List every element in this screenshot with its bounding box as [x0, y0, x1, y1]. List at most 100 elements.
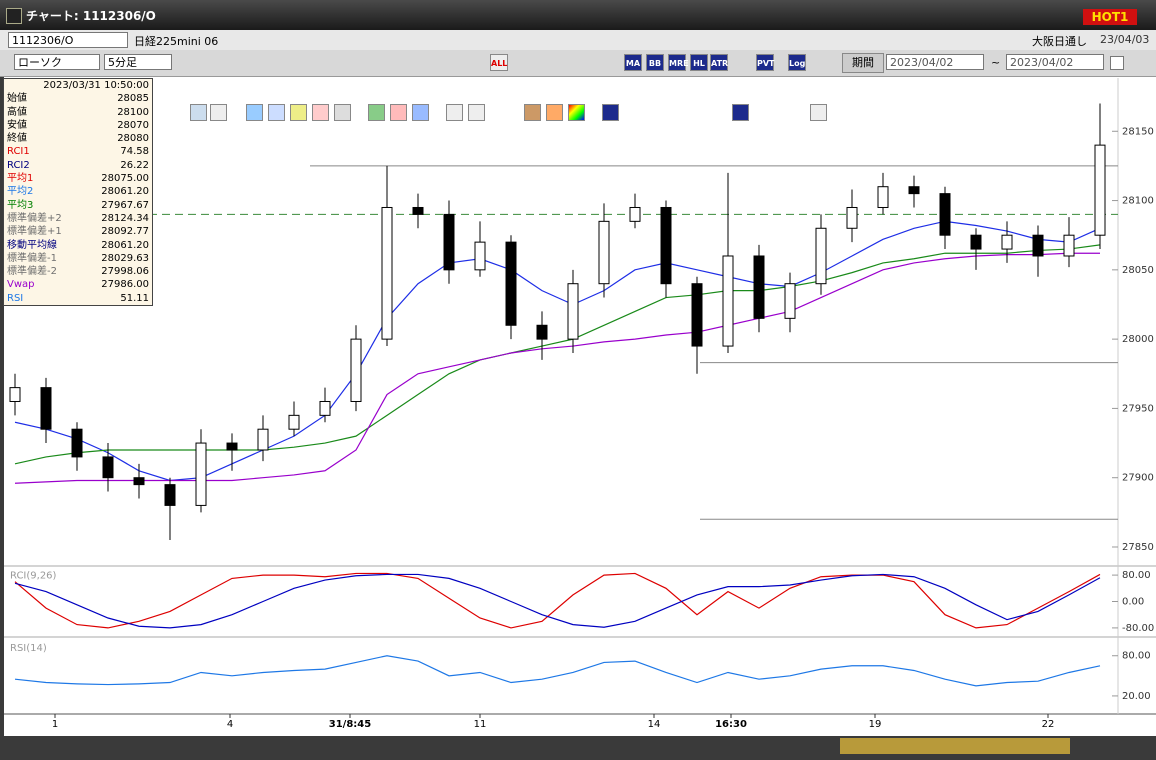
info-row: 安値 28070 — [4, 119, 152, 132]
tool-icon[interactable] — [210, 104, 227, 121]
info-label: 平均1 — [7, 173, 34, 185]
candle-body — [970, 234, 982, 250]
x-tick-label: 11 — [474, 719, 487, 730]
info-label: Vwap — [7, 279, 35, 291]
window-title: チャート: 1112306/O — [26, 9, 156, 23]
tool-icon[interactable] — [446, 104, 463, 121]
tool-icon[interactable] — [732, 104, 749, 121]
title-bar: チャート: 1112306/O HOT1 — [0, 0, 1156, 30]
tool-button[interactable]: MA — [624, 54, 642, 71]
candle-body — [598, 220, 610, 285]
session: 大阪日通し — [1032, 35, 1087, 48]
x-tick-label: 14 — [648, 719, 661, 730]
info-row: Vwap 27986.00 — [4, 278, 152, 291]
interval-select[interactable]: 5分足 — [104, 54, 172, 70]
tool-button[interactable]: PVT — [756, 54, 775, 71]
tool-icon[interactable] — [312, 104, 329, 121]
info-row: RCI1 74.58 — [4, 145, 152, 158]
y-tick-label: 28000 — [1122, 334, 1154, 345]
info-row: 平均2 28061.20 — [4, 185, 152, 198]
candle-body — [815, 227, 827, 285]
info-label: RCI1 — [7, 146, 30, 158]
candle-body — [1094, 144, 1106, 236]
tool-button[interactable]: ALL — [490, 54, 508, 71]
tool-icon[interactable] — [412, 104, 429, 121]
info-row: 標準偏差-2 27998.06 — [4, 265, 152, 278]
candle-body — [443, 213, 455, 271]
x-tick-label: 22 — [1042, 719, 1055, 730]
x-tick-label: 1 — [52, 719, 58, 730]
candle-body — [846, 206, 858, 229]
tool-icon[interactable] — [810, 104, 827, 121]
info-label: 移動平均線 — [7, 239, 57, 251]
candle-body — [908, 186, 920, 195]
x-tick-label: 31/8:45 — [329, 719, 371, 730]
x-tick-label: 19 — [869, 719, 882, 730]
tool-icon[interactable] — [568, 104, 585, 121]
tilde: ~ — [991, 56, 1001, 69]
candle-body — [71, 428, 83, 458]
info-row: 移動平均線 28061.20 — [4, 239, 152, 252]
candle-body — [1001, 234, 1013, 250]
info-value: 28070 — [117, 119, 149, 131]
y-tick-label: 80.00 — [1122, 651, 1151, 662]
tool-icon[interactable] — [190, 104, 207, 121]
panel-label: RSI(14) — [10, 643, 47, 654]
app-icon — [6, 8, 22, 24]
candle-body — [939, 193, 951, 236]
y-tick-label: 28100 — [1122, 196, 1154, 207]
info-timestamp: 2023/03/31 10:50:00 — [43, 80, 149, 91]
date-from[interactable]: 2023/04/02 — [886, 54, 984, 70]
tool-button[interactable]: ATR — [710, 54, 728, 71]
candle-body — [319, 400, 331, 416]
tool-button[interactable]: BB — [646, 54, 664, 71]
y-tick-label: -80.00 — [1122, 623, 1154, 634]
x-axis-background — [4, 716, 1156, 736]
tool-button[interactable]: HL — [690, 54, 708, 71]
info-label: 標準偏差-1 — [7, 252, 57, 264]
tool-icon[interactable] — [246, 104, 263, 121]
info-value: 28061.20 — [101, 186, 149, 198]
tool-icon[interactable] — [290, 104, 307, 121]
info-label: 終値 — [7, 133, 27, 145]
x-tick-label: 16:30 — [715, 719, 747, 730]
info-row: RCI2 26.22 — [4, 159, 152, 172]
info-label: 標準偏差-2 — [7, 266, 57, 278]
candle-body — [257, 428, 269, 451]
tool-icon[interactable] — [602, 104, 619, 121]
info-value: 28124.34 — [101, 212, 149, 224]
info-value: 74.58 — [120, 146, 149, 158]
tool-icon[interactable] — [334, 104, 351, 121]
symbol-bar: 1112306/O 日経225mini 06 大阪日通し 23/04/03 — [0, 30, 1156, 50]
info-label: RCI2 — [7, 159, 30, 171]
tool-icon[interactable] — [390, 104, 407, 121]
period-button[interactable]: 期間 — [842, 53, 884, 73]
indicator-line — [14, 573, 1101, 629]
tool-bar: ローソク 5分足 期間 2023/04/02 ~ 2023/04/02 — [0, 50, 1156, 121]
tool-button[interactable]: MRE — [668, 54, 689, 71]
tool-icon[interactable] — [468, 104, 485, 121]
checkbox[interactable] — [1110, 56, 1124, 70]
tool-icon[interactable] — [546, 104, 563, 121]
indicator-line — [14, 655, 1101, 687]
hot-badge[interactable]: HOT1 — [1083, 9, 1137, 25]
tool-icon[interactable] — [524, 104, 541, 121]
candle-body — [877, 186, 889, 208]
info-value: 27967.67 — [101, 199, 149, 211]
candle-body — [40, 387, 52, 430]
y-tick-label: 27850 — [1122, 542, 1154, 553]
tool-button[interactable]: Log — [788, 54, 806, 71]
chart-style-select[interactable]: ローソク — [14, 54, 100, 70]
y-tick-label: 28050 — [1122, 265, 1154, 276]
symbol-code[interactable]: 1112306/O — [8, 32, 128, 48]
panel-label: RCI(9,26) — [10, 571, 57, 582]
candle-body — [722, 255, 734, 347]
tool-icon[interactable] — [268, 104, 285, 121]
date-to[interactable]: 2023/04/02 — [1006, 54, 1104, 70]
info-value: 28085 — [117, 93, 149, 105]
candle-body — [536, 324, 548, 340]
info-row: 始値 28085 — [4, 92, 152, 105]
scrollbar-thumb[interactable] — [840, 738, 1070, 754]
tool-icon[interactable] — [368, 104, 385, 121]
